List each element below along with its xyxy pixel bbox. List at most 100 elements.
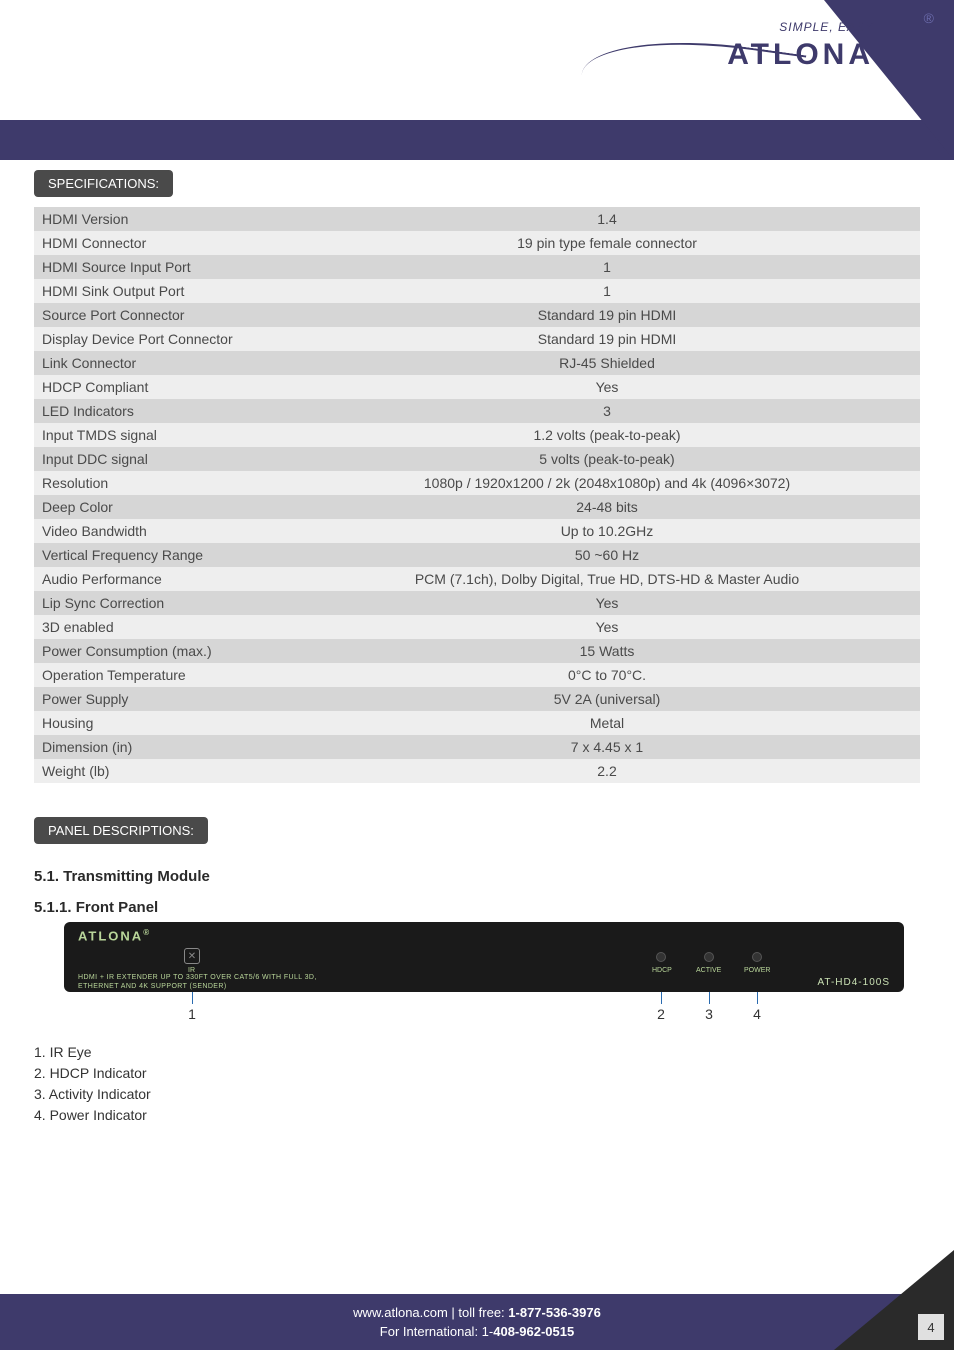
model-number: AT-HD4-100S (817, 977, 890, 988)
spec-value: 5V 2A (universal) (294, 687, 920, 711)
table-row: Input DDC signal5 volts (peak-to-peak) (34, 447, 920, 471)
hdcp-led-label: HDCP (652, 967, 672, 974)
footer-line-2: For International: 1-408-962-0515 (380, 1322, 574, 1342)
spec-key: HDMI Version (34, 207, 294, 231)
spec-value: 7 x 4.45 x 1 (294, 735, 920, 759)
table-row: Audio PerformancePCM (7.1ch), Dolby Digi… (34, 567, 920, 591)
power-led (752, 952, 762, 962)
spec-key: LED Indicators (34, 399, 294, 423)
table-row: Lip Sync CorrectionYes (34, 591, 920, 615)
spec-key: 3D enabled (34, 615, 294, 639)
specifications-heading: SPECIFICATIONS: (34, 170, 173, 197)
registered-mark: ® (924, 10, 934, 26)
table-row: Link ConnectorRJ-45 Shielded (34, 351, 920, 375)
spec-value: 3 (294, 399, 920, 423)
spec-key: Display Device Port Connector (34, 327, 294, 351)
callout-num-2: 2 (657, 1006, 665, 1022)
device-text-line1: HDMI + IR EXTENDER UP TO 330FT OVER CAT5… (78, 974, 317, 981)
hdcp-led (656, 952, 666, 962)
table-row: Deep Color24-48 bits (34, 495, 920, 519)
footer-line-1: www.atlona.com | toll free: 1-877-536-39… (353, 1303, 601, 1323)
footer-bar: www.atlona.com | toll free: 1-877-536-39… (0, 1294, 954, 1350)
table-row: Input TMDS signal1.2 volts (peak-to-peak… (34, 423, 920, 447)
panel-descriptions-section: PANEL DESCRIPTIONS: 5.1. Transmitting Mo… (34, 817, 920, 1126)
front-panel-illustration: ATLONA® ✕ IR HDMI + IR EXTENDER UP TO 33… (64, 922, 904, 992)
spec-value: Metal (294, 711, 920, 735)
table-row: HDMI Version1.4 (34, 207, 920, 231)
table-row: Vertical Frequency Range50 ~60 Hz (34, 543, 920, 567)
subhead-5-1-1: 5.1.1. Front Panel (34, 899, 920, 916)
spec-key: HDMI Sink Output Port (34, 279, 294, 303)
callout-row: 1 2 3 4 (64, 992, 904, 1026)
table-row: 3D enabledYes (34, 615, 920, 639)
spec-key: HDCP Compliant (34, 375, 294, 399)
table-row: Video BandwidthUp to 10.2GHz (34, 519, 920, 543)
table-row: HousingMetal (34, 711, 920, 735)
header: SIMPLE, EASY ATLONA ® (0, 0, 954, 140)
legend-line: 1. IR Eye (34, 1042, 920, 1063)
page-number: 4 (918, 1314, 944, 1340)
spec-value: 50 ~60 Hz (294, 543, 920, 567)
spec-value: 0°C to 70°C. (294, 663, 920, 687)
spec-key: Resolution (34, 471, 294, 495)
callout-num-1: 1 (188, 1006, 196, 1022)
spec-value: PCM (7.1ch), Dolby Digital, True HD, DTS… (294, 567, 920, 591)
brand-logo: SIMPLE, EASY ATLONA (727, 20, 874, 72)
header-purple-band (0, 120, 954, 160)
tagline: SIMPLE, EASY (727, 20, 874, 34)
table-row: Weight (lb)2.2 (34, 759, 920, 783)
spec-value: 15 Watts (294, 639, 920, 663)
brand-name: ATLONA (727, 38, 874, 72)
spec-key: Deep Color (34, 495, 294, 519)
spec-value: Yes (294, 615, 920, 639)
table-row: HDCP CompliantYes (34, 375, 920, 399)
device-logo-text: ATLONA (78, 928, 143, 943)
legend-line: 2. HDCP Indicator (34, 1063, 920, 1084)
table-row: Operation Temperature0°C to 70°C. (34, 663, 920, 687)
table-row: LED Indicators3 (34, 399, 920, 423)
spec-value: 2.2 (294, 759, 920, 783)
callout-tick-1 (192, 992, 193, 1004)
spec-value: Up to 10.2GHz (294, 519, 920, 543)
spec-key: HDMI Source Input Port (34, 255, 294, 279)
spec-key: Operation Temperature (34, 663, 294, 687)
table-row: Source Port ConnectorStandard 19 pin HDM… (34, 303, 920, 327)
spec-value: 1.2 volts (peak-to-peak) (294, 423, 920, 447)
spec-value: 1080p / 1920x1200 / 2k (2048x1080p) and … (294, 471, 920, 495)
table-row: HDMI Source Input Port1 (34, 255, 920, 279)
spec-key: HDMI Connector (34, 231, 294, 255)
spec-key: Link Connector (34, 351, 294, 375)
footer-tollfree: 1-877-536-3976 (508, 1305, 601, 1320)
spec-key: Audio Performance (34, 567, 294, 591)
spec-value: 1 (294, 279, 920, 303)
spec-key: Input TMDS signal (34, 423, 294, 447)
spec-key: Lip Sync Correction (34, 591, 294, 615)
content-area: SPECIFICATIONS: HDMI Version1.4HDMI Conn… (0, 140, 954, 1126)
spec-value: 1 (294, 255, 920, 279)
spec-value: 19 pin type female connector (294, 231, 920, 255)
device-logo-reg: ® (143, 928, 151, 937)
spec-key: Dimension (in) (34, 735, 294, 759)
spec-key: Vertical Frequency Range (34, 543, 294, 567)
footer-url-text: www.atlona.com | toll free: (353, 1305, 508, 1320)
specifications-table: HDMI Version1.4HDMI Connector19 pin type… (34, 207, 920, 783)
spec-key: Housing (34, 711, 294, 735)
subhead-5-1: 5.1. Transmitting Module (34, 868, 920, 885)
spec-value: 24-48 bits (294, 495, 920, 519)
spec-value: 5 volts (peak-to-peak) (294, 447, 920, 471)
table-row: Power Supply5V 2A (universal) (34, 687, 920, 711)
spec-key: Input DDC signal (34, 447, 294, 471)
table-row: HDMI Connector19 pin type female connect… (34, 231, 920, 255)
spec-value: Standard 19 pin HDMI (294, 303, 920, 327)
active-led-label: ACTIVE (696, 967, 721, 974)
spec-value: Yes (294, 375, 920, 399)
table-row: Dimension (in)7 x 4.45 x 1 (34, 735, 920, 759)
callout-num-3: 3 (705, 1006, 713, 1022)
spec-key: Power Consumption (max.) (34, 639, 294, 663)
table-row: Display Device Port ConnectorStandard 19… (34, 327, 920, 351)
legend-line: 4. Power Indicator (34, 1105, 920, 1126)
table-row: HDMI Sink Output Port1 (34, 279, 920, 303)
device-logo: ATLONA® (78, 928, 151, 943)
spec-value: 1.4 (294, 207, 920, 231)
panel-descriptions-heading: PANEL DESCRIPTIONS: (34, 817, 208, 844)
